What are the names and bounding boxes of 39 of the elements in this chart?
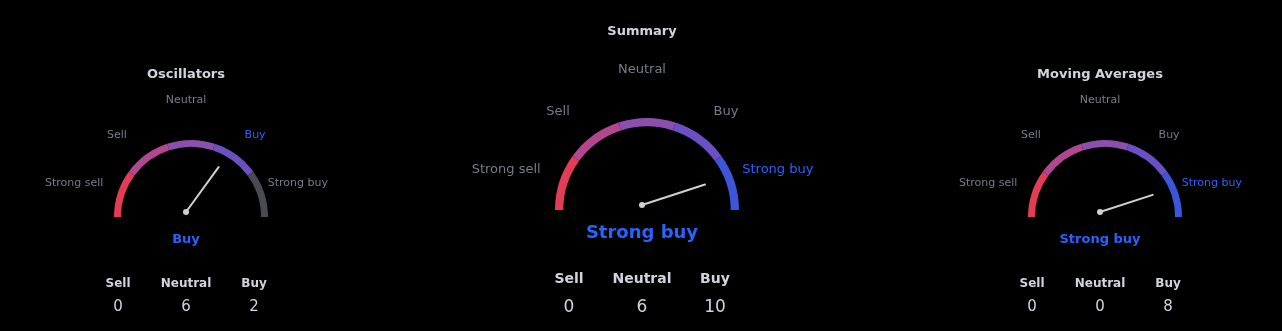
text: Sell [1018, 276, 1046, 290]
slice-label: Buy [1158, 127, 1181, 141]
text: 6 [635, 296, 649, 316]
text: 0 [1094, 297, 1106, 315]
text: Buy [699, 270, 731, 286]
text: Neutral [611, 270, 673, 286]
text: 0 [1026, 297, 1038, 315]
text: Buy [171, 231, 201, 246]
text: Neutral [159, 276, 213, 290]
chart-title: Oscillators [146, 66, 226, 81]
text: 10 [703, 296, 727, 316]
text: 8 [1162, 297, 1174, 315]
text: 0 [112, 297, 124, 315]
text: Strong buy [584, 221, 700, 242]
text: Buy [240, 276, 268, 290]
slice-label: Sell [106, 127, 127, 141]
text: 6 [180, 297, 192, 315]
slice-label: Neutral [165, 93, 207, 106]
text: Sell [553, 270, 585, 286]
text: 0 [562, 296, 576, 316]
slice-label: Strong sell [471, 160, 541, 176]
slice-label: Neutral [1079, 93, 1121, 106]
slice-label: Strong sell [44, 175, 104, 189]
text: Strong buy [1058, 231, 1142, 246]
slice-label: Strong sell [958, 175, 1018, 189]
text: Neutral [1073, 276, 1127, 290]
slice-label: Strong buy [742, 160, 814, 176]
slice-label: Strong buy [1181, 175, 1243, 189]
chart-title: Moving Averages [1036, 66, 1164, 81]
slice-label: Neutral [618, 60, 666, 76]
text: Buy [1154, 276, 1182, 290]
slice-label: Strong buy [267, 175, 329, 189]
text: Sell [104, 276, 132, 290]
slice-label: Sell [546, 102, 570, 118]
text: 2 [248, 297, 260, 315]
slice-label: Buy [244, 127, 267, 141]
slice-label: Buy [713, 102, 739, 118]
slice-label: Sell [1020, 127, 1041, 141]
chart-title: Summary [606, 23, 678, 38]
